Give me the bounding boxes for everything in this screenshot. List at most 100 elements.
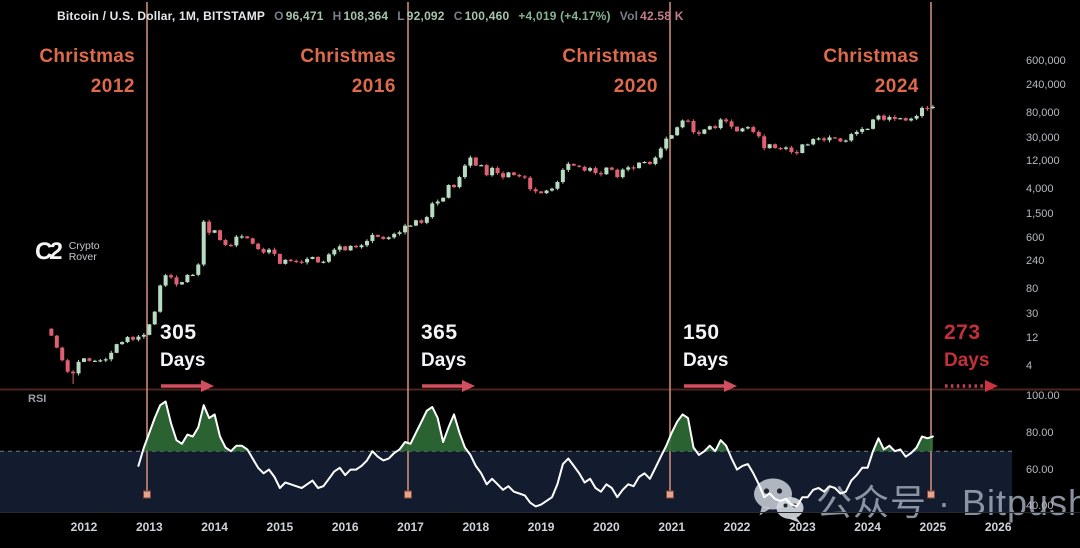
days-annotation-305: 305 Days bbox=[160, 321, 216, 398]
candle-body bbox=[250, 238, 255, 244]
candle-body bbox=[582, 166, 587, 171]
candle-body bbox=[332, 249, 337, 255]
year-label: 2026 bbox=[984, 520, 1012, 534]
year-label: 2014 bbox=[201, 520, 228, 534]
christmas-title: Christmas bbox=[300, 46, 396, 67]
candle-body bbox=[903, 118, 908, 121]
candle-body bbox=[54, 335, 59, 348]
candle-body bbox=[658, 148, 663, 158]
candle-body bbox=[762, 136, 767, 149]
candle-body bbox=[169, 275, 174, 278]
candle-body bbox=[789, 147, 794, 153]
candle-body bbox=[305, 258, 310, 263]
christmas-annotation-2020: Christmas 2020 bbox=[486, 46, 658, 98]
event-line-marker[interactable] bbox=[666, 490, 674, 499]
scale-label: 100.00 bbox=[1026, 390, 1060, 402]
christmas-event-lines[interactable] bbox=[143, 2, 935, 499]
candle-body bbox=[413, 220, 418, 226]
candle-body bbox=[141, 334, 146, 337]
crypto-rover-name: Crypto Rover bbox=[68, 239, 100, 263]
candle-body bbox=[887, 117, 892, 120]
candle-body bbox=[718, 119, 723, 129]
event-line-marker[interactable] bbox=[143, 490, 151, 499]
candle-body bbox=[60, 347, 65, 361]
candle-body bbox=[283, 259, 288, 264]
candle-body bbox=[452, 184, 457, 188]
candle-body bbox=[555, 182, 560, 189]
candle-body bbox=[272, 249, 277, 254]
event-line-marker[interactable] bbox=[927, 490, 935, 499]
candle-body bbox=[696, 132, 701, 134]
candle-body bbox=[702, 129, 707, 134]
volume-value: Vol 42.58 K bbox=[619, 9, 684, 23]
candle-body bbox=[876, 115, 881, 120]
rsi-indicator-label[interactable]: RSI bbox=[28, 393, 47, 405]
candle-body bbox=[626, 167, 631, 170]
scale-label: 60.00 bbox=[1026, 463, 1054, 476]
year-label: 2016 bbox=[331, 520, 359, 534]
days-annotation-365: 365 Days bbox=[421, 321, 477, 398]
year-label: 2023 bbox=[788, 520, 816, 534]
candle-body bbox=[909, 118, 914, 121]
year-label: 2012 bbox=[70, 520, 98, 534]
candle-body bbox=[65, 360, 70, 372]
candle-body bbox=[707, 126, 712, 130]
candle-body bbox=[604, 167, 609, 175]
candle-body bbox=[218, 230, 223, 241]
candle-body bbox=[185, 274, 190, 283]
price-scale[interactable]: 600,000 240,000 80,000 30,000 12,000 4,000 1,5… bbox=[1014, 0, 1080, 548]
candle-body bbox=[468, 157, 473, 166]
candle-body bbox=[462, 165, 467, 178]
candle-body bbox=[854, 131, 859, 135]
candle-body bbox=[566, 163, 571, 170]
year-label: 2015 bbox=[266, 520, 294, 534]
candle-body bbox=[669, 135, 674, 139]
crypto-rover-mark-icon: C2 bbox=[34, 238, 61, 265]
scale-label: 40.00 bbox=[1026, 500, 1054, 513]
christmas-year: 2012 bbox=[90, 76, 135, 97]
candle-body bbox=[560, 169, 565, 183]
candle-body bbox=[348, 245, 353, 251]
candle-body bbox=[430, 203, 435, 218]
candle-body bbox=[865, 128, 870, 131]
candle-body bbox=[871, 119, 876, 129]
event-line-marker[interactable] bbox=[404, 490, 412, 499]
candle-body bbox=[130, 337, 135, 340]
candle-body bbox=[479, 165, 484, 167]
candle-body bbox=[239, 236, 244, 238]
symbol-title[interactable]: Bitcoin / U.S. Dollar, 1M, BITSTAMP bbox=[57, 9, 266, 23]
candle-body bbox=[664, 138, 669, 149]
candle-body bbox=[179, 282, 184, 285]
candle-body bbox=[838, 138, 843, 142]
time-axis[interactable]: 2012 2013 2014 2015 2016 2017 2018 2019 2020 2021… bbox=[0, 512, 1080, 548]
candles bbox=[49, 104, 935, 384]
candle-body bbox=[152, 311, 157, 325]
candle-body bbox=[103, 359, 108, 361]
wechat-icon bbox=[754, 478, 804, 523]
christmas-annotation-2024: Christmas 2024 bbox=[747, 46, 919, 98]
candle-body bbox=[441, 197, 446, 202]
candle-body bbox=[642, 161, 647, 164]
change-value: +4,019 (+4.17%) bbox=[518, 9, 611, 23]
candle-body bbox=[147, 324, 152, 335]
candle-body bbox=[598, 173, 603, 175]
year-label: 2017 bbox=[397, 520, 424, 534]
christmas-year: 2016 bbox=[351, 76, 396, 97]
year-label: 2022 bbox=[723, 520, 751, 534]
candle-body bbox=[196, 264, 201, 275]
candle-body bbox=[370, 234, 375, 241]
candle-body bbox=[92, 360, 97, 363]
candle-body bbox=[212, 230, 217, 233]
candle-body bbox=[794, 152, 799, 154]
candle-body bbox=[337, 246, 342, 250]
christmas-title: Christmas bbox=[823, 46, 919, 67]
candle-body bbox=[740, 128, 745, 132]
candle-body bbox=[228, 244, 233, 247]
candle-body bbox=[724, 119, 729, 122]
christmas-year: 2024 bbox=[874, 76, 919, 97]
candle-body bbox=[71, 371, 76, 374]
high-value: H 108,364 bbox=[332, 9, 389, 23]
candle-body bbox=[114, 344, 119, 353]
watermark-text: 公众号 · Bitpush bbox=[816, 482, 1080, 523]
